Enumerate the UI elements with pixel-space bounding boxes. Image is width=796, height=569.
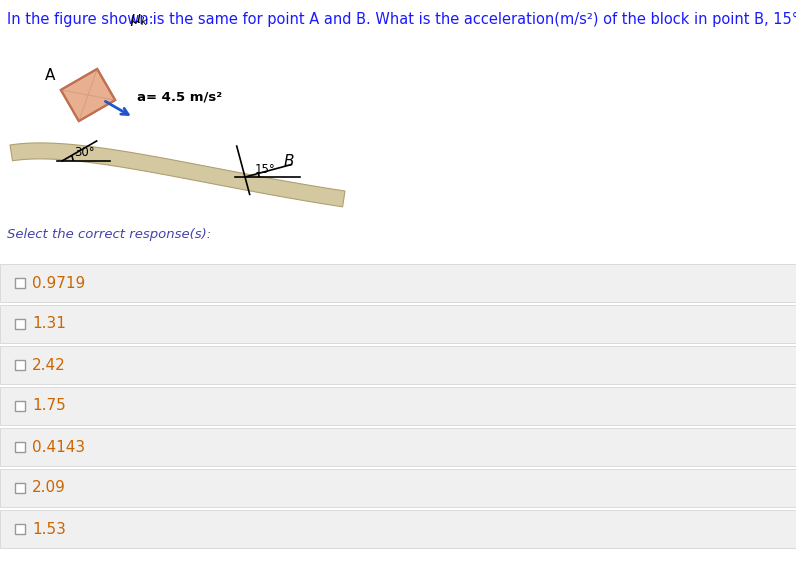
Text: In the figure shown:: In the figure shown: [7, 12, 158, 27]
Text: a= 4.5 m/s²: a= 4.5 m/s² [138, 90, 222, 104]
FancyBboxPatch shape [0, 346, 796, 384]
FancyBboxPatch shape [0, 264, 796, 302]
Text: Select the correct response(s):: Select the correct response(s): [7, 228, 211, 241]
Text: is the same for point A and B. What is the acceleration(m/s²) of the block in po: is the same for point A and B. What is t… [148, 12, 796, 27]
Polygon shape [10, 143, 345, 207]
FancyBboxPatch shape [0, 469, 796, 507]
Polygon shape [60, 69, 115, 121]
Text: 30°: 30° [74, 146, 95, 159]
FancyBboxPatch shape [15, 524, 25, 534]
FancyBboxPatch shape [15, 401, 25, 411]
FancyBboxPatch shape [15, 278, 25, 288]
FancyBboxPatch shape [0, 387, 796, 425]
FancyBboxPatch shape [15, 483, 25, 493]
Text: 0.9719: 0.9719 [32, 275, 85, 291]
FancyBboxPatch shape [0, 510, 796, 548]
Text: 0.4143: 0.4143 [32, 439, 85, 455]
Text: 1.53: 1.53 [32, 522, 66, 537]
Text: A: A [45, 68, 55, 83]
FancyBboxPatch shape [0, 428, 796, 466]
Text: 2.42: 2.42 [32, 357, 66, 373]
FancyBboxPatch shape [15, 442, 25, 452]
FancyBboxPatch shape [15, 319, 25, 329]
FancyBboxPatch shape [15, 360, 25, 370]
Text: B: B [283, 154, 295, 168]
Text: 2.09: 2.09 [32, 480, 66, 496]
Text: 1.75: 1.75 [32, 398, 66, 414]
Text: $\mathit{\mu}_k$: $\mathit{\mu}_k$ [130, 12, 149, 28]
Text: 1.31: 1.31 [32, 316, 66, 332]
Text: 15°: 15° [255, 163, 275, 176]
FancyBboxPatch shape [0, 305, 796, 343]
